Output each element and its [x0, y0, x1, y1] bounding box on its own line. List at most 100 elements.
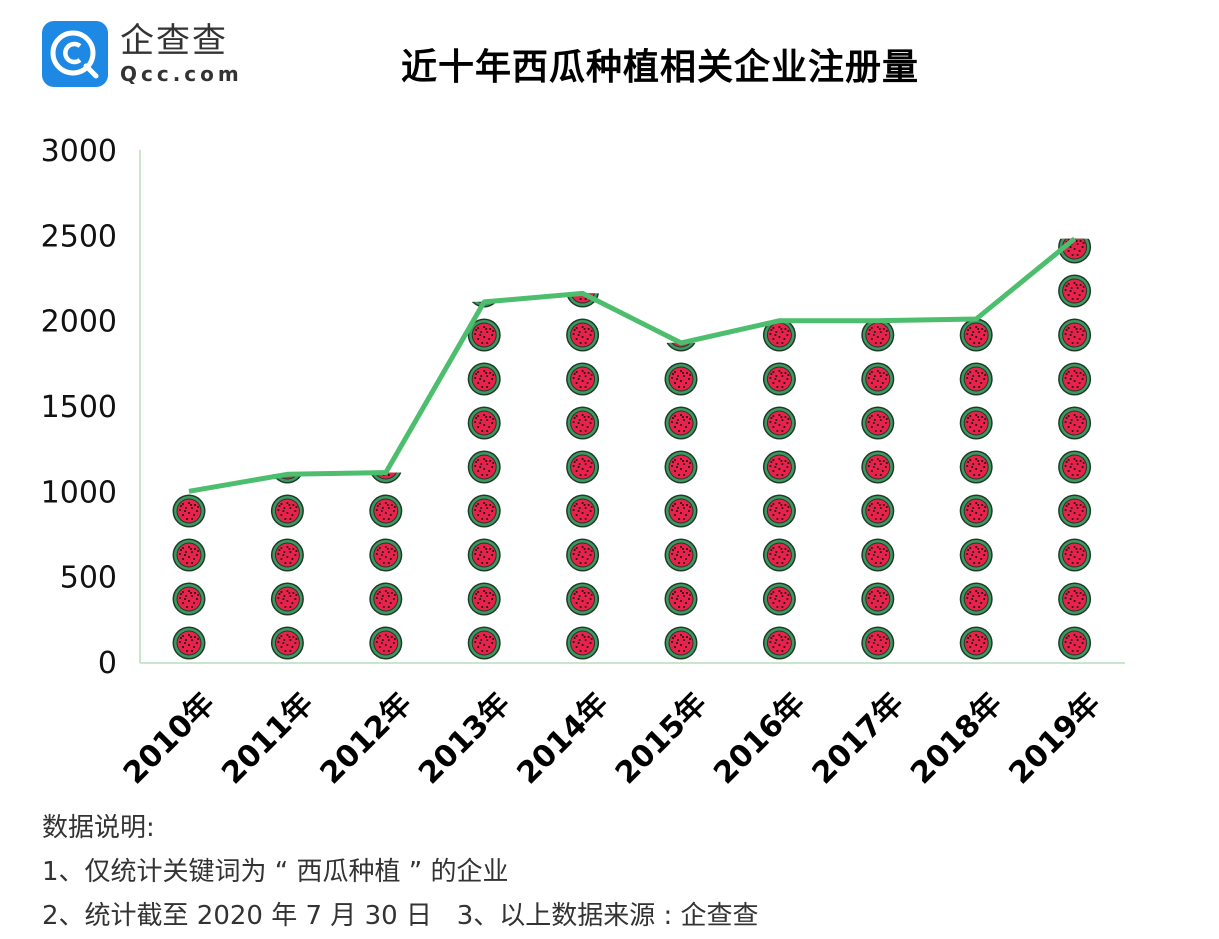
watermelon-icon: [566, 362, 600, 396]
trend-line: [188, 236, 1077, 494]
watermelon-icon: [270, 538, 304, 572]
watermelon-icon: [1058, 450, 1092, 484]
watermelon-icon: [762, 538, 796, 572]
watermelon-icon: [566, 582, 600, 616]
watermelon-icon: [172, 626, 206, 660]
watermelon-icon: [1058, 362, 1092, 396]
y-tick-label: 0: [98, 646, 117, 681]
y-tick-label: 3000: [41, 134, 117, 169]
chart-title: 近十年西瓜种植相关企业注册量: [400, 47, 919, 88]
notes-line-1: 1、仅统计关键词为 “ 西瓜种植 ” 的企业: [42, 857, 509, 887]
watermelon-icon: [467, 362, 501, 396]
watermelon-icon: [664, 582, 698, 616]
watermelon-column: [270, 474, 304, 660]
watermelon-icon: [369, 538, 403, 572]
watermelon-icon: [664, 362, 698, 396]
watermelon-icon: [861, 494, 895, 528]
watermelon-column: [959, 275, 993, 660]
watermelon-icon: [369, 582, 403, 616]
data-notes: 数据说明: 1、仅统计关键词为 “ 西瓜种植 ” 的企业 2、统计截至 2020…: [42, 806, 759, 938]
watermelon-icon: [762, 626, 796, 660]
watermelon-icon: [172, 494, 206, 528]
watermelon-icon: [566, 538, 600, 572]
watermelon-icon: [861, 362, 895, 396]
x-tick-label: 2013年: [412, 686, 517, 791]
watermelon-column: [172, 494, 206, 660]
watermelon-icon: [762, 582, 796, 616]
x-tick-label: 2015年: [609, 686, 714, 791]
watermelon-icon: [1058, 494, 1092, 528]
watermelon-icon: [959, 626, 993, 660]
qcc-logo: 企查查 Qcc.com: [42, 21, 243, 87]
watermelon-icon: [959, 362, 993, 396]
watermelon-icon: [959, 582, 993, 616]
watermelon-icon: [369, 626, 403, 660]
qcc-logo-icon: [42, 21, 108, 87]
x-tick-label: 2011年: [215, 686, 320, 791]
watermelon-icon: [369, 494, 403, 528]
watermelon-icon: [861, 406, 895, 440]
watermelon-icon: [270, 626, 304, 660]
x-tick-label: 2012年: [314, 686, 419, 791]
watermelon-icon: [664, 538, 698, 572]
watermelon-icon: [172, 538, 206, 572]
watermelon-icon: [664, 450, 698, 484]
watermelon-icon: [959, 538, 993, 572]
watermelon-icon: [861, 320, 895, 352]
watermelon-column: [467, 301, 501, 660]
watermelon-icon: [861, 626, 895, 660]
x-tick-label: 2010年: [117, 686, 222, 791]
watermelon-icon: [762, 450, 796, 484]
x-tick-label: 2016年: [707, 686, 812, 791]
logo-domain: Qcc.com: [120, 62, 243, 86]
logo-name: 企查查: [120, 21, 228, 61]
watermelon-column: [762, 320, 796, 660]
y-tick-label: 500: [60, 561, 117, 596]
watermelon-icon: [467, 406, 501, 440]
y-tick-label: 2000: [41, 305, 117, 340]
watermelon-icon: [566, 406, 600, 440]
notes-line-2: 2、统计截至 2020 年 7 月 30 日 3、以上数据来源 : 企查查: [42, 901, 759, 931]
watermelon-icon: [1058, 406, 1092, 440]
watermelon-icon: [1058, 274, 1092, 308]
watermelon-icon: [959, 494, 993, 528]
watermelon-icon: [467, 494, 501, 528]
watermelon-icon: [960, 275, 993, 308]
watermelon-icon: [861, 582, 895, 616]
y-tick-label: 2500: [41, 219, 117, 254]
watermelon-column: [1058, 238, 1092, 660]
watermelon-icon: [467, 450, 501, 484]
watermelon-icon: [1058, 582, 1092, 616]
watermelon-icon: [566, 626, 600, 660]
watermelon-icon: [566, 494, 600, 528]
watermelon-icon: [467, 626, 501, 660]
watermelon-icon: [664, 494, 698, 528]
watermelon-icon: [1058, 318, 1092, 352]
watermelon-icon: [270, 494, 304, 528]
watermelon-icon: [1058, 626, 1092, 660]
watermelon-column: [369, 472, 403, 660]
watermelon-column: [664, 342, 698, 660]
watermelon-icon: [959, 318, 993, 352]
x-tick-label: 2019年: [1003, 686, 1108, 791]
watermelon-icon: [861, 538, 895, 572]
y-tick-label: 1000: [41, 475, 117, 510]
watermelon-column: [566, 293, 600, 660]
watermelon-icon: [959, 406, 993, 440]
x-tick-label: 2018年: [904, 686, 1009, 791]
watermelon-icon: [467, 582, 501, 616]
watermelon-icon: [566, 318, 600, 352]
watermelon-icon: [861, 450, 895, 484]
watermelon-icon: [762, 406, 796, 440]
watermelon-icon: [664, 406, 698, 440]
x-tick-label: 2017年: [806, 686, 911, 791]
notes-heading: 数据说明:: [42, 813, 155, 843]
watermelon-icon: [959, 450, 993, 484]
watermelon-icon: [566, 450, 600, 484]
watermelon-icon: [172, 582, 206, 616]
watermelon-icon: [762, 362, 796, 396]
watermelon-icon: [467, 538, 501, 572]
watermelon-icon: [762, 494, 796, 528]
watermelon-column: [861, 320, 895, 660]
